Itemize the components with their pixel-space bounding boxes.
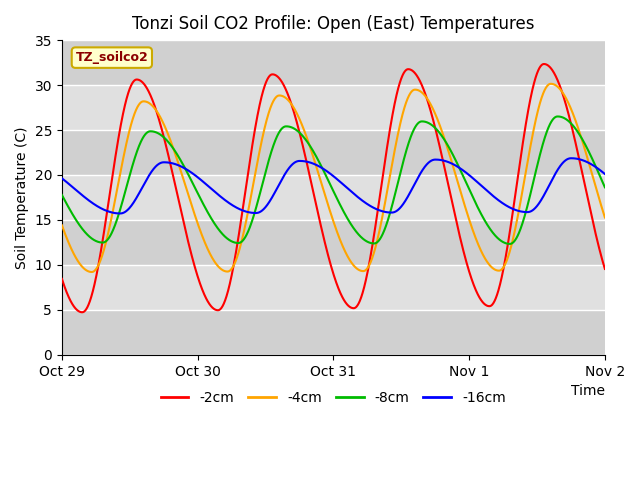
Bar [62,220,605,265]
Y-axis label: Soil Temperature (C): Soil Temperature (C) [15,126,29,269]
X-axis label: Time: Time [571,384,605,398]
Bar [62,310,605,355]
Text: TZ_soilco2: TZ_soilco2 [76,51,148,64]
Title: Tonzi Soil CO2 Profile: Open (East) Temperatures: Tonzi Soil CO2 Profile: Open (East) Temp… [132,15,534,33]
Bar [62,175,605,220]
Bar [62,265,605,310]
Bar [62,130,605,175]
Legend: -2cm, -4cm, -8cm, -16cm: -2cm, -4cm, -8cm, -16cm [155,386,511,411]
Bar [62,85,605,130]
Bar [62,40,605,85]
